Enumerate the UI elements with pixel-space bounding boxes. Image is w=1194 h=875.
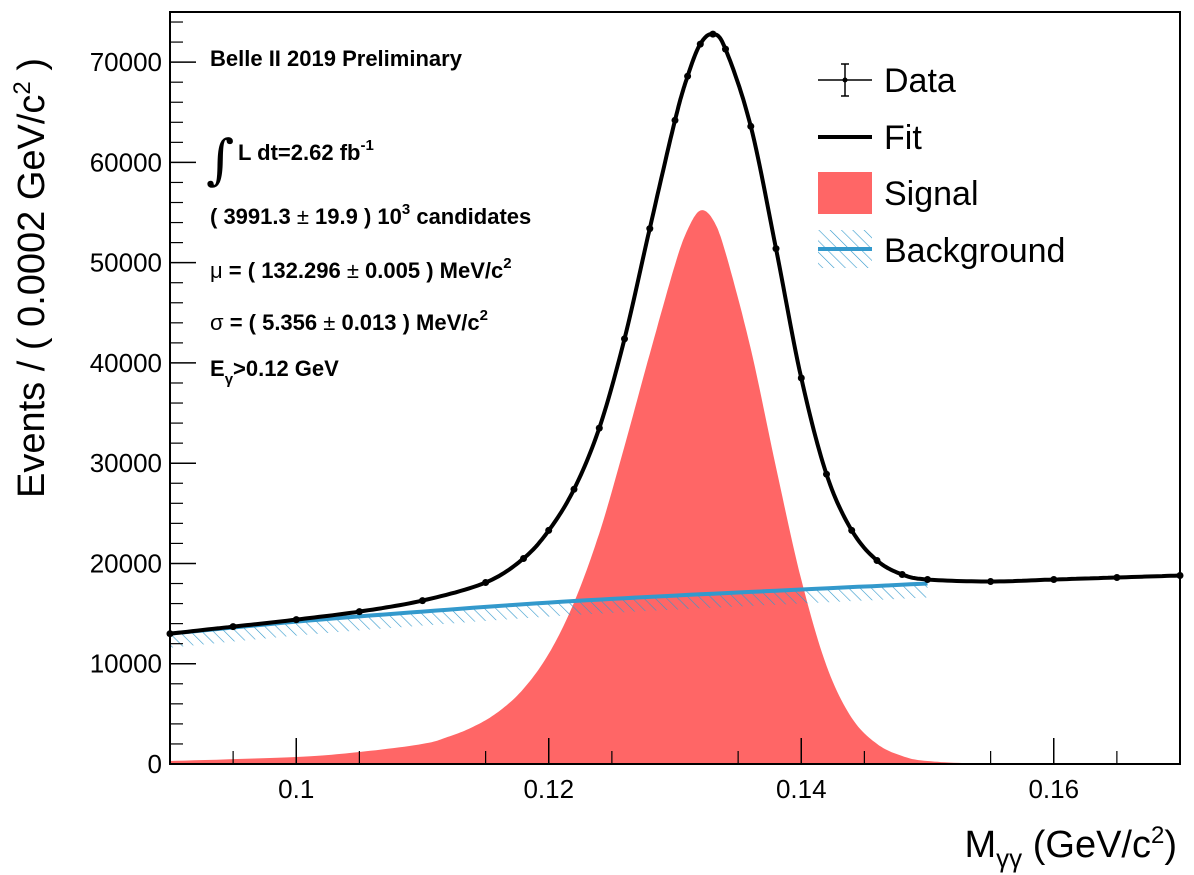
data-point	[621, 335, 628, 343]
x-tick-label: 0.12	[523, 774, 574, 804]
legend-signal-marker	[818, 172, 872, 214]
legend-data-marker	[818, 63, 872, 97]
y-axis-title: Events / ( 0.0002 GeV/c2 )	[9, 58, 53, 498]
data-point	[684, 72, 692, 80]
experiment-label: Belle II 2019 Preliminary	[210, 46, 463, 71]
y-tick-label: 40000	[90, 348, 162, 378]
data-point	[482, 579, 490, 586]
sigma-label: σ = ( 5.356 ± 0.013 ) MeV/c2	[210, 307, 488, 335]
data-point	[898, 571, 906, 578]
data-point	[1050, 576, 1058, 583]
energy-cut-label: Eγ>0.12 GeV	[210, 356, 339, 388]
data-point	[873, 557, 881, 564]
data-point	[419, 597, 426, 605]
data-point	[671, 116, 679, 124]
legend: Data Fit Signal Background	[818, 62, 1065, 270]
data-point	[595, 424, 603, 432]
background-hatch	[170, 583, 928, 648]
data-point	[646, 225, 654, 233]
data-point	[696, 40, 704, 48]
data-point	[987, 578, 995, 585]
legend-background-marker	[818, 230, 872, 268]
data-point	[848, 526, 856, 534]
data-point	[1113, 574, 1121, 581]
x-tick-label: 0.14	[776, 774, 827, 804]
data-point	[709, 30, 717, 38]
data-point	[772, 245, 780, 253]
lumi-label: L dt=2.62 fb-1	[238, 137, 374, 165]
data-point	[924, 576, 931, 583]
legend-signal-label: Signal	[884, 175, 979, 213]
y-tick-label: 10000	[90, 649, 162, 679]
data-point	[520, 555, 527, 562]
lumi-integral-sign: ∫	[206, 128, 234, 191]
data-point	[722, 45, 729, 53]
y-tick-label: 0	[148, 749, 162, 779]
data-point	[292, 616, 300, 624]
legend-data-label: Data	[884, 62, 956, 100]
legend-background-label: Background	[884, 232, 1065, 270]
data-point	[823, 470, 830, 478]
x-tick-label: 0.16	[1028, 774, 1079, 804]
y-tick-label: 20000	[90, 548, 162, 578]
y-tick-label: 50000	[90, 248, 162, 278]
legend-fit-label: Fit	[884, 119, 922, 157]
x-tick-label: 0.1	[278, 774, 314, 804]
y-tick-label: 60000	[90, 147, 162, 177]
data-point	[570, 485, 578, 493]
data-point	[797, 374, 805, 382]
plot-frame	[169, 11, 1181, 765]
y-tick-label: 30000	[90, 448, 162, 478]
data-point	[747, 122, 755, 130]
data-point	[545, 526, 553, 534]
data-point	[229, 623, 237, 631]
data-point	[355, 608, 363, 616]
signal-area	[170, 210, 1180, 765]
x-axis-title: Mγγ (GeV/c2)	[965, 822, 1177, 873]
candidates-label: ( 3991.3 ± 19.9 ) 103 candidates	[210, 201, 531, 229]
y-tick-label: 70000	[90, 47, 162, 77]
mu-label: μ = ( 132.296 ± 0.005 ) MeV/c2	[210, 255, 512, 283]
